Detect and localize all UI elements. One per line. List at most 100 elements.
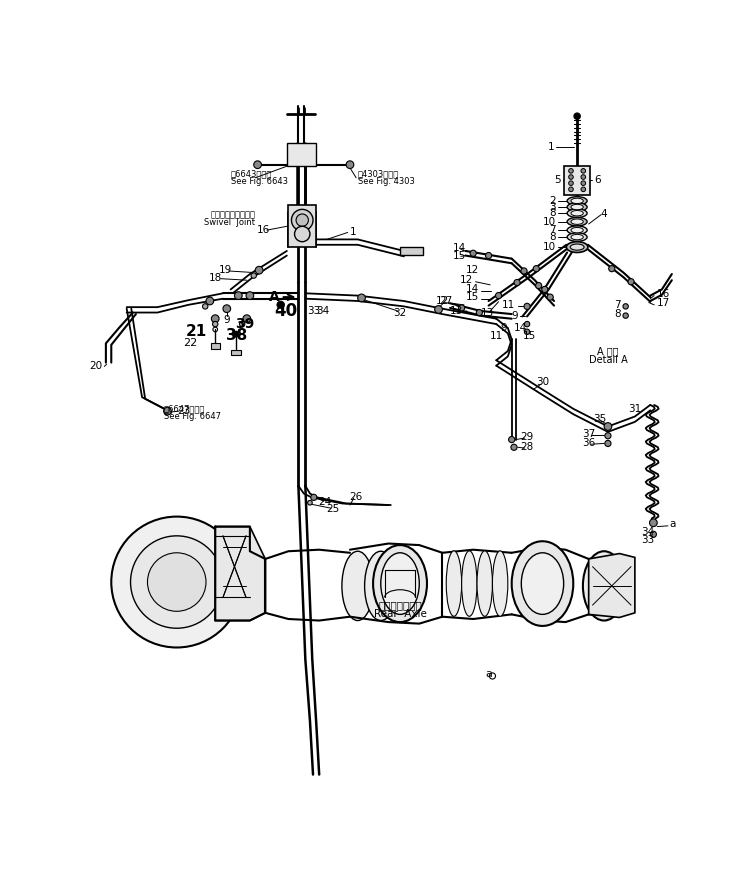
Circle shape xyxy=(547,294,553,300)
Ellipse shape xyxy=(571,204,584,210)
Circle shape xyxy=(650,519,657,527)
Text: 第4303図参照: 第4303図参照 xyxy=(358,169,399,179)
Ellipse shape xyxy=(571,235,584,240)
Text: 16: 16 xyxy=(257,225,271,235)
Text: 2: 2 xyxy=(549,196,556,206)
Circle shape xyxy=(223,305,231,312)
Text: A: A xyxy=(269,290,280,304)
Text: 8: 8 xyxy=(549,208,556,218)
Bar xyxy=(287,143,316,167)
Text: 9: 9 xyxy=(511,310,518,321)
Circle shape xyxy=(296,214,308,227)
Circle shape xyxy=(581,168,586,174)
Circle shape xyxy=(164,407,171,415)
Text: 12: 12 xyxy=(460,276,473,285)
Ellipse shape xyxy=(567,203,587,211)
Text: See Fig. 6643: See Fig. 6643 xyxy=(231,177,287,186)
Ellipse shape xyxy=(567,209,587,217)
Text: See Fig. 4303: See Fig. 4303 xyxy=(358,177,414,186)
Circle shape xyxy=(605,440,611,446)
Circle shape xyxy=(253,160,262,168)
Text: 33: 33 xyxy=(641,535,654,545)
Circle shape xyxy=(524,329,529,335)
Text: 36: 36 xyxy=(582,439,596,448)
Circle shape xyxy=(459,305,465,311)
Text: Detail A: Detail A xyxy=(589,355,627,365)
Text: 35: 35 xyxy=(593,414,607,424)
Circle shape xyxy=(574,113,581,119)
Text: 第6647図参照: 第6647図参照 xyxy=(164,405,205,413)
Ellipse shape xyxy=(446,551,462,617)
Text: 24: 24 xyxy=(319,497,332,507)
Text: a: a xyxy=(669,520,676,529)
Text: See Fig. 6647: See Fig. 6647 xyxy=(164,412,220,421)
Ellipse shape xyxy=(373,545,427,622)
Ellipse shape xyxy=(462,551,477,617)
Circle shape xyxy=(233,331,239,337)
Circle shape xyxy=(131,535,223,628)
Text: 3: 3 xyxy=(549,202,556,212)
Text: 38: 38 xyxy=(226,328,247,344)
Text: 7: 7 xyxy=(614,300,621,310)
Circle shape xyxy=(581,187,586,192)
Text: 11: 11 xyxy=(490,330,503,341)
Circle shape xyxy=(358,294,365,302)
Text: 34: 34 xyxy=(317,306,329,316)
Ellipse shape xyxy=(571,228,584,233)
Text: 33: 33 xyxy=(307,306,320,316)
Circle shape xyxy=(511,444,517,450)
Text: 7: 7 xyxy=(549,225,556,235)
Ellipse shape xyxy=(583,551,625,621)
Ellipse shape xyxy=(384,551,417,621)
Ellipse shape xyxy=(567,226,587,235)
Circle shape xyxy=(524,303,530,310)
Ellipse shape xyxy=(477,551,493,617)
Circle shape xyxy=(650,531,656,537)
Circle shape xyxy=(496,292,502,299)
Circle shape xyxy=(277,301,284,309)
Circle shape xyxy=(581,174,586,180)
Text: 10: 10 xyxy=(542,216,556,227)
Ellipse shape xyxy=(567,217,587,226)
Bar xyxy=(211,344,220,349)
Ellipse shape xyxy=(521,553,564,615)
Text: a: a xyxy=(485,670,492,679)
Text: 23: 23 xyxy=(177,406,190,416)
Ellipse shape xyxy=(590,561,619,611)
Text: 31: 31 xyxy=(628,404,641,414)
Text: 27: 27 xyxy=(440,296,453,306)
Text: 5: 5 xyxy=(554,175,561,185)
Text: A 詳図: A 詳図 xyxy=(597,346,619,356)
Text: 9: 9 xyxy=(501,323,508,333)
Ellipse shape xyxy=(571,219,584,224)
Circle shape xyxy=(202,303,208,309)
Text: 29: 29 xyxy=(520,433,534,442)
Text: 30: 30 xyxy=(536,377,549,387)
Polygon shape xyxy=(589,554,635,617)
Ellipse shape xyxy=(567,197,587,205)
Circle shape xyxy=(608,266,615,272)
Text: 第6643図参照: 第6643図参照 xyxy=(231,169,272,179)
Circle shape xyxy=(147,553,206,611)
Ellipse shape xyxy=(571,198,584,203)
Text: 11: 11 xyxy=(502,300,516,310)
Text: 10: 10 xyxy=(542,242,556,252)
Circle shape xyxy=(581,181,586,186)
Text: 1: 1 xyxy=(350,227,356,236)
Circle shape xyxy=(569,168,573,174)
Circle shape xyxy=(541,286,548,292)
Text: 21: 21 xyxy=(185,324,207,339)
Circle shape xyxy=(251,273,256,278)
Circle shape xyxy=(255,266,263,274)
Text: 28: 28 xyxy=(520,442,534,453)
Circle shape xyxy=(206,297,214,305)
Circle shape xyxy=(235,292,242,299)
Ellipse shape xyxy=(567,233,587,242)
Text: 25: 25 xyxy=(326,504,340,514)
Ellipse shape xyxy=(511,542,573,626)
Circle shape xyxy=(346,160,354,168)
Ellipse shape xyxy=(571,210,584,216)
Text: 15: 15 xyxy=(453,250,466,261)
Circle shape xyxy=(308,501,312,505)
Ellipse shape xyxy=(342,551,374,621)
